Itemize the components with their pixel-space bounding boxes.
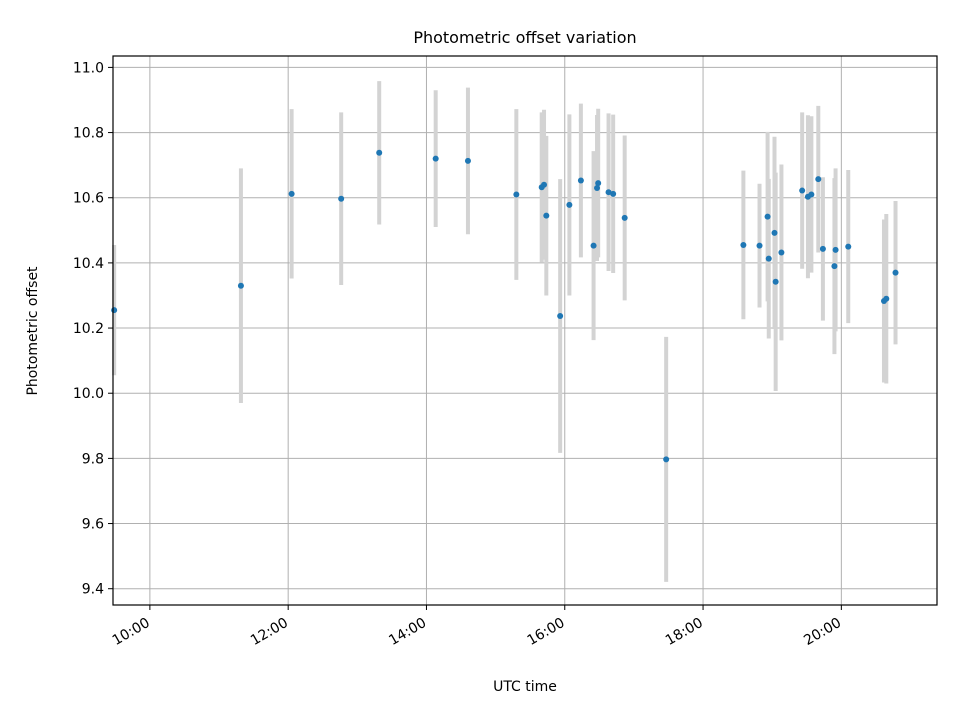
error-bars bbox=[112, 81, 898, 582]
data-point bbox=[815, 176, 822, 183]
x-tick-label: 14:00 bbox=[386, 615, 429, 649]
data-point bbox=[765, 255, 772, 262]
y-tick-label: 10.6 bbox=[73, 191, 104, 207]
data-point bbox=[808, 191, 815, 198]
data-point bbox=[513, 191, 520, 198]
y-tick-label: 9.6 bbox=[82, 517, 104, 533]
data-point bbox=[432, 155, 439, 162]
data-point bbox=[566, 201, 573, 208]
y-tick-label: 9.8 bbox=[82, 451, 104, 467]
x-tick-label: 18:00 bbox=[663, 615, 706, 649]
plot-frame bbox=[112, 55, 938, 606]
grid bbox=[113, 56, 937, 605]
data-point bbox=[577, 177, 584, 184]
data-point bbox=[111, 307, 118, 314]
data-point bbox=[237, 282, 244, 289]
data-point bbox=[883, 295, 890, 302]
data-point bbox=[590, 242, 597, 249]
data-point bbox=[778, 249, 785, 256]
data-point bbox=[338, 195, 345, 202]
data-point bbox=[610, 190, 617, 197]
data-point bbox=[756, 242, 763, 249]
x-tick-label: 12:00 bbox=[248, 615, 291, 649]
y-tick-label: 10.0 bbox=[73, 386, 104, 402]
y-tick-label: 10.8 bbox=[73, 126, 104, 142]
data-point bbox=[288, 190, 295, 197]
x-axis-label: UTC time bbox=[493, 679, 557, 695]
data-point bbox=[594, 184, 601, 191]
data-point bbox=[771, 229, 778, 236]
data-point bbox=[819, 245, 826, 252]
chart-title: Photometric offset variation bbox=[413, 28, 636, 47]
data-point bbox=[764, 213, 771, 220]
data-point bbox=[740, 241, 747, 248]
data-point bbox=[376, 149, 383, 156]
data-point bbox=[464, 157, 471, 164]
data-point bbox=[543, 212, 550, 219]
data-point bbox=[892, 269, 899, 276]
y-tick-label: 9.4 bbox=[82, 582, 104, 598]
data-point bbox=[831, 263, 838, 270]
x-tick-label: 20:00 bbox=[801, 615, 844, 649]
data-point bbox=[845, 243, 852, 250]
data-point bbox=[621, 214, 628, 221]
data-points bbox=[111, 149, 899, 463]
x-tick-label: 10:00 bbox=[110, 615, 153, 649]
data-point bbox=[663, 456, 670, 463]
data-point bbox=[832, 246, 839, 253]
data-point bbox=[557, 313, 564, 320]
y-tick-label: 10.2 bbox=[73, 321, 104, 337]
data-point bbox=[541, 181, 548, 188]
data-point bbox=[595, 180, 602, 187]
y-axis-label: Photometric offset bbox=[25, 266, 41, 396]
y-tick-label: 10.4 bbox=[73, 256, 104, 272]
data-point bbox=[605, 189, 612, 196]
y-tick-label: 11.0 bbox=[73, 60, 104, 76]
data-point bbox=[772, 278, 779, 285]
data-point bbox=[799, 187, 806, 194]
x-axis-ticks: 10:00 12:00 14:00 16:00 18:00 20:00 bbox=[110, 605, 844, 649]
x-tick-label: 16:00 bbox=[525, 615, 568, 649]
y-axis-ticks: 9.4 9.6 9.8 10.0 10.2 10.4 10.6 10.8 11.0 bbox=[73, 60, 113, 598]
